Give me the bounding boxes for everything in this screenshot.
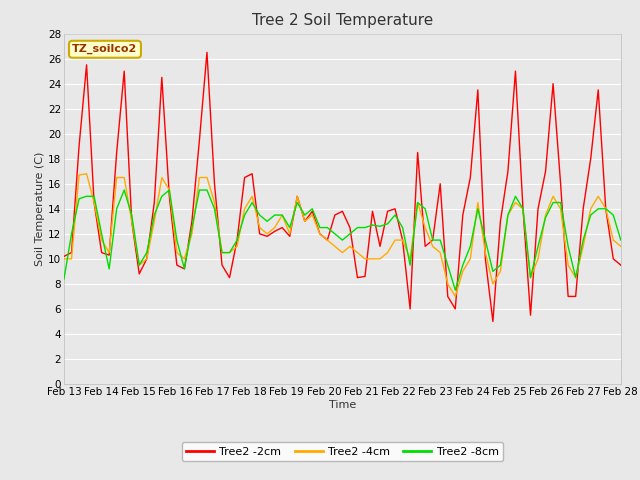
Tree2 -2cm: [534, 206, 542, 212]
Tree2 -4cm: [617, 243, 625, 249]
Tree2 -4cm: [83, 171, 90, 177]
Tree2 -4cm: [519, 206, 527, 212]
Tree2 -4cm: [497, 268, 504, 274]
Line: Tree2 -8cm: Tree2 -8cm: [64, 190, 621, 290]
Title: Tree 2 Soil Temperature: Tree 2 Soil Temperature: [252, 13, 433, 28]
Tree2 -8cm: [572, 275, 579, 280]
Tree2 -8cm: [60, 276, 68, 282]
Tree2 -8cm: [511, 193, 519, 199]
Tree2 -2cm: [617, 262, 625, 268]
Tree2 -4cm: [572, 275, 579, 280]
Tree2 -8cm: [519, 206, 527, 212]
Tree2 -4cm: [511, 200, 519, 205]
Tree2 -2cm: [489, 319, 497, 324]
Tree2 -8cm: [106, 266, 113, 272]
Tree2 -4cm: [534, 256, 542, 262]
Tree2 -2cm: [519, 206, 527, 212]
Tree2 -2cm: [497, 218, 504, 224]
Tree2 -2cm: [572, 293, 579, 300]
Tree2 -4cm: [451, 293, 459, 300]
Tree2 -8cm: [497, 262, 504, 268]
Line: Tree2 -4cm: Tree2 -4cm: [64, 174, 621, 296]
Tree2 -4cm: [113, 175, 120, 180]
X-axis label: Time: Time: [329, 399, 356, 409]
Tree2 -4cm: [60, 256, 68, 262]
Y-axis label: Soil Temperature (C): Soil Temperature (C): [35, 152, 45, 266]
Tree2 -2cm: [511, 68, 519, 74]
Tree2 -8cm: [451, 287, 459, 293]
Line: Tree2 -2cm: Tree2 -2cm: [64, 52, 621, 322]
Tree2 -8cm: [617, 237, 625, 243]
Tree2 -8cm: [534, 243, 542, 249]
Tree2 -2cm: [203, 49, 211, 55]
Text: TZ_soilco2: TZ_soilco2: [72, 44, 138, 54]
Legend: Tree2 -2cm, Tree2 -4cm, Tree2 -8cm: Tree2 -2cm, Tree2 -4cm, Tree2 -8cm: [182, 442, 503, 461]
Tree2 -2cm: [106, 252, 113, 258]
Tree2 -8cm: [120, 187, 128, 193]
Tree2 -2cm: [60, 253, 68, 259]
